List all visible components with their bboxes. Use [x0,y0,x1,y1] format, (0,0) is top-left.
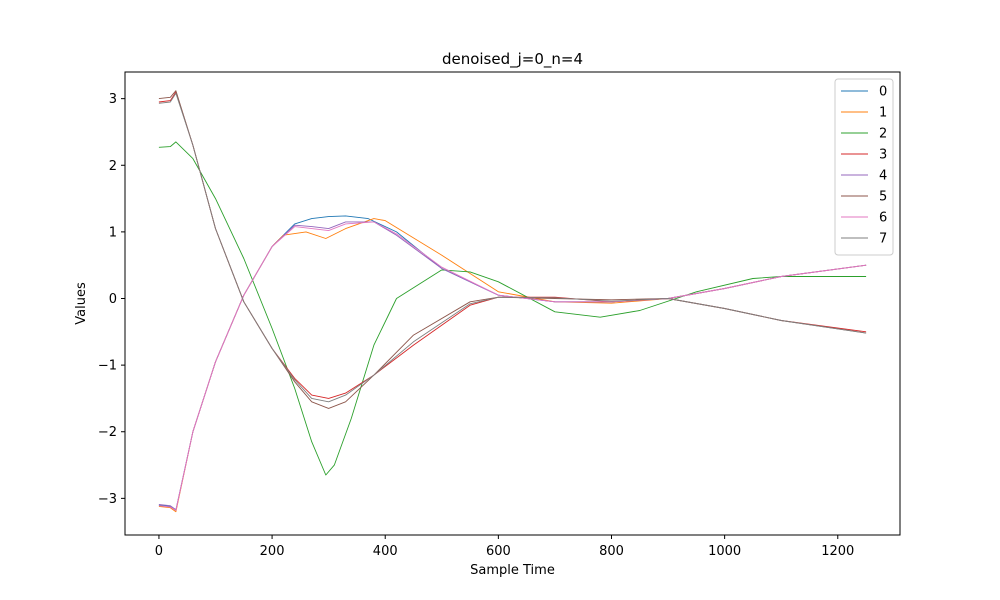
x-tick-label: 400 [373,544,398,559]
legend: 0 1 2 3 4 5 6 7 [834,78,894,256]
y-tick-label: 0 [109,292,117,307]
legend-label: 0 [879,85,887,100]
x-tick-label: 200 [260,544,285,559]
legend-label: 1 [879,106,887,121]
y-tick-label: −1 [98,359,117,374]
legend-box [834,78,894,256]
y-tick-label: 2 [109,159,117,174]
y-tick-label: 1 [109,225,117,240]
plot-lines [158,90,867,513]
x-axis: 0 200 400 600 800 1000 1200 [155,535,854,559]
y-tick-label: −2 [98,425,117,440]
legend-label: 6 [879,211,887,226]
x-tick-label: 800 [599,544,624,559]
legend-label: 7 [879,232,887,247]
legend-label: 3 [879,148,887,163]
legend-label: 4 [879,169,887,184]
chart-title: denoised_j=0_n=4 [442,50,583,69]
series-line-2 [158,141,867,476]
x-tick-label: 1200 [821,544,854,559]
y-tick-label: 3 [109,92,117,107]
y-axis: −3 −2 −1 0 1 2 3 [98,92,125,507]
legend-label: 2 [879,127,887,142]
x-tick-label: 1000 [708,544,741,559]
legend-label: 5 [879,190,887,205]
series-line-7 [158,92,867,403]
x-tick-label: 0 [155,544,163,559]
plot-frame [124,71,901,536]
y-tick-label: −3 [98,492,117,507]
y-axis-label: Values [74,282,89,325]
x-axis-label: Sample Time [470,563,555,578]
x-tick-label: 600 [486,544,511,559]
